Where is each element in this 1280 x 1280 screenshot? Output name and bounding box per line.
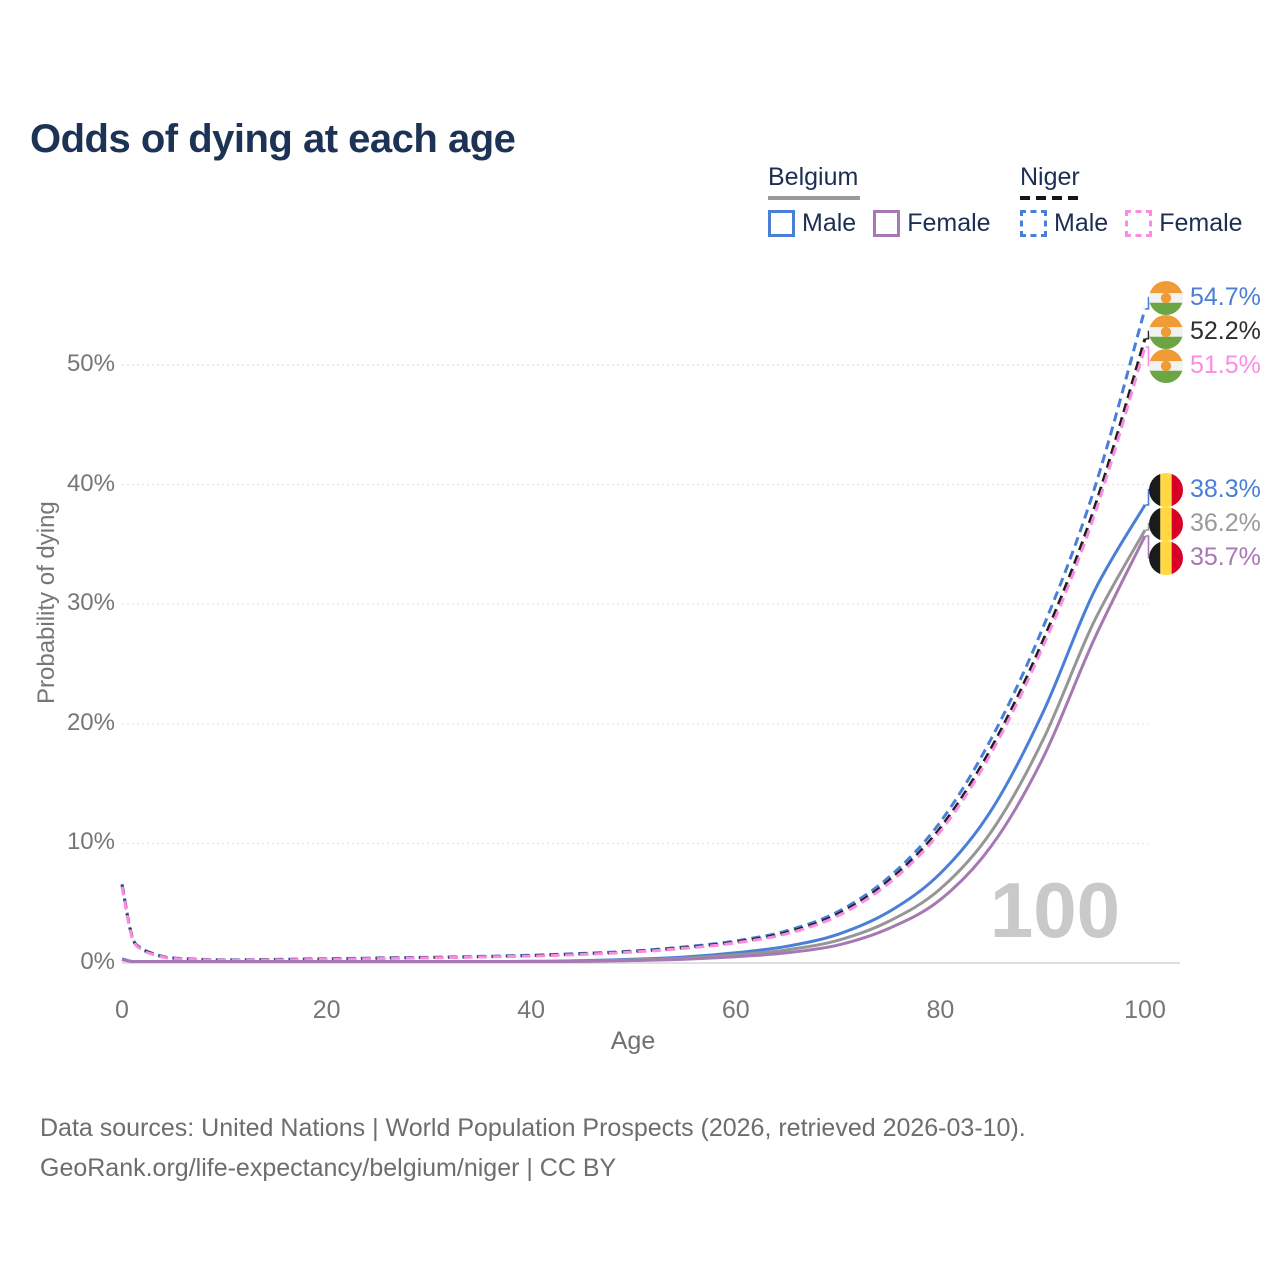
legend-item-niger-female[interactable]: Female (1125, 209, 1243, 238)
legend-item-belgium-male[interactable]: Male (768, 209, 856, 238)
series-line-niger-female[interactable] (120, 346, 1147, 962)
y-tick-label-50%: 50% (66, 350, 115, 377)
legend-header-niger: Niger (1020, 163, 1080, 191)
legend-items-niger: Male Female (1020, 209, 1243, 238)
niger-flag-icon (1149, 280, 1183, 315)
legend-label-belgium-male: Male (802, 209, 857, 237)
end-label-value-niger-female: 51.5% (1190, 351, 1261, 379)
y-tick-label-40%: 40% (66, 469, 115, 497)
end-label-belgium-male: 38.3% (1149, 472, 1261, 508)
y-tick-label-10%: 10% (66, 828, 115, 856)
legend-swatch-belgium-male (768, 210, 795, 237)
legend-underline-niger (1020, 196, 1084, 200)
legend-label-belgium-female: Female (907, 209, 991, 237)
age-watermark: 100 (989, 866, 1120, 954)
legend-item-niger-male[interactable]: Male (1020, 209, 1108, 238)
end-label-niger-male: 54.7% (1149, 280, 1261, 316)
legend-swatch-niger-male (1020, 210, 1047, 237)
footer: Data sources: United Nations | World Pop… (40, 1108, 1026, 1188)
end-label-value-niger-male: 54.7% (1190, 283, 1261, 311)
x-tick-label-60: 60 (721, 996, 750, 1024)
y-tick-label-30%: 30% (66, 589, 115, 617)
niger-flag-icon (1149, 348, 1183, 383)
x-tick-label-100: 100 (1124, 996, 1166, 1024)
niger-flag-icon (1149, 314, 1183, 349)
legend-swatch-belgium-female (873, 210, 901, 237)
x-tick-label-0: 0 (115, 996, 129, 1024)
legend-label-niger-male: Male (1054, 209, 1109, 237)
footer-line2: GeoRank.org/life-expectancy/belgium/nige… (40, 1154, 617, 1182)
x-tick-label-40: 40 (517, 996, 546, 1024)
legend-items-belgium: Male Female (768, 209, 991, 238)
belgium-flag-icon (1149, 540, 1183, 575)
end-label-belgium-female: 35.7% (1149, 540, 1261, 576)
legend-swatch-niger-female (1125, 210, 1153, 237)
page-title: Odds of dying at each age (30, 116, 516, 161)
y-tick-label-0%: 0% (80, 948, 115, 975)
series-line-belgium-female[interactable] (121, 535, 1147, 964)
belgium-flag-icon (1149, 472, 1183, 507)
end-label-value-belgium-male: 38.3% (1190, 475, 1261, 504)
legend-item-belgium-female[interactable]: Female (873, 209, 991, 238)
legend-label-niger-female: Female (1159, 209, 1243, 237)
x-axis-title: Age (610, 1027, 656, 1055)
legend-underline-belgium (768, 196, 860, 200)
footer-line1: Data sources: United Nations | World Pop… (40, 1114, 1026, 1142)
end-label-niger-female: 51.5% (1149, 348, 1261, 384)
end-label-niger-total: 52.2% (1149, 314, 1261, 350)
end-label-value-belgium-total: 36.2% (1190, 509, 1261, 538)
end-label-belgium-total: 36.2% (1149, 506, 1261, 542)
legend-group-niger: Niger Male Female (1020, 163, 1243, 238)
end-label-value-belgium-female: 35.7% (1190, 543, 1261, 572)
series-line-niger-male[interactable] (120, 308, 1147, 962)
x-tick-label-20: 20 (312, 996, 341, 1024)
x-tick-label-80: 80 (926, 996, 955, 1024)
legend-header-belgium: Belgium (768, 163, 859, 191)
end-label-value-niger-total: 52.2% (1190, 317, 1261, 345)
belgium-flag-icon (1149, 506, 1183, 541)
y-tick-label-20%: 20% (66, 708, 115, 736)
legend-group-belgium: Belgium Male Female (768, 163, 991, 238)
